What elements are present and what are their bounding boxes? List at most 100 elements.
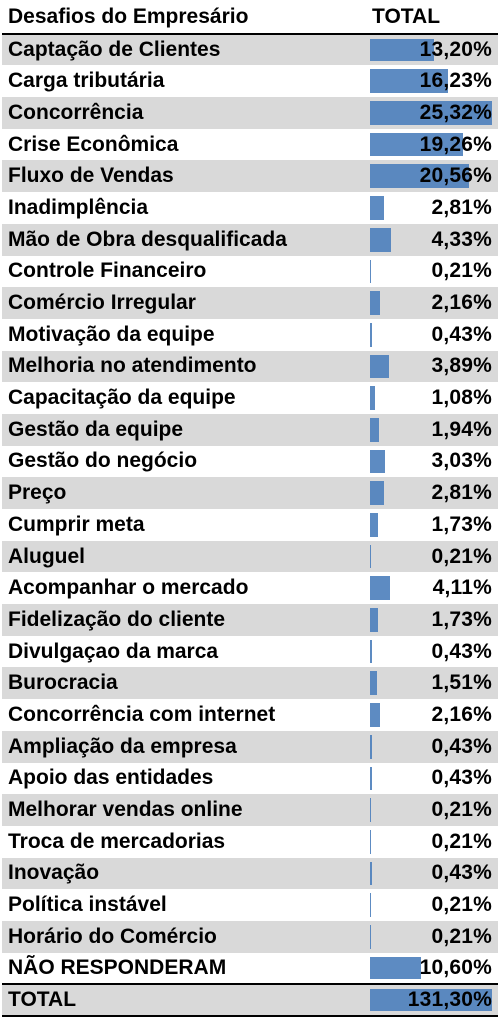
table-row: Aluguel 0,21% — [2, 540, 498, 573]
table-row: Carga tributária 16,23% — [2, 65, 498, 97]
data-bar — [370, 101, 492, 125]
data-bar — [370, 608, 379, 632]
row-label: Horário do Comércio — [2, 920, 368, 953]
row-value-cell: 16,23% — [368, 65, 498, 97]
data-bar — [370, 639, 373, 664]
row-label: Fluxo de Vendas — [2, 160, 368, 193]
row-value: 0,21% — [431, 259, 492, 283]
row-label: Melhorar vendas online — [2, 794, 368, 826]
row-label: Fidelização do cliente — [2, 604, 368, 636]
row-label: Divulgaçao da marca — [8, 639, 219, 663]
row-value-cell: 2,16% — [368, 699, 498, 731]
row-label: Burocracia — [2, 667, 368, 700]
row-value: 3,03% — [431, 449, 492, 473]
row-value: 0,43% — [431, 766, 492, 790]
row-value-cell: 1,73% — [368, 509, 498, 541]
data-bar — [370, 354, 389, 379]
row-value: 1,73% — [431, 512, 492, 536]
data-bar — [370, 671, 378, 696]
data-bar — [370, 132, 463, 157]
row-value: 131,30% — [407, 988, 492, 1012]
row-value-cell: 131,30% — [368, 983, 498, 1017]
row-value-cell: 2,16% — [368, 287, 498, 319]
row-label: Crise Econômica — [8, 132, 179, 156]
row-label: Acompanhar o mercado — [8, 576, 249, 600]
table-row: Concorrência com internet 2,16% — [2, 699, 498, 731]
table-row: Inovação 0,43% — [2, 857, 498, 890]
row-value: 3,89% — [431, 354, 492, 378]
table-row: Divulgaçao da marca 0,43% — [2, 636, 498, 668]
data-bar — [370, 861, 373, 886]
row-value: 4,33% — [431, 227, 492, 251]
data-bar — [370, 259, 371, 284]
row-value-cell: 20,56% — [368, 160, 498, 193]
row-value-cell: 4,33% — [368, 223, 498, 256]
data-bar — [370, 989, 492, 1011]
row-value: 0,43% — [431, 734, 492, 758]
data-bar — [370, 576, 390, 601]
row-value: 0,21% — [431, 829, 492, 853]
row-value-cell: 25,32% — [368, 97, 498, 129]
row-value-cell: 10,60% — [368, 953, 498, 985]
table-row: Burocracia 1,51% — [2, 667, 498, 700]
row-value-cell: 2,81% — [368, 192, 498, 224]
header-total: TOTAL — [368, 2, 498, 35]
row-value: 0,43% — [431, 639, 492, 663]
row-value-cell: 1,51% — [368, 667, 498, 700]
data-bar — [370, 386, 376, 410]
row-value: 4,11% — [432, 576, 492, 600]
row-value: 25,32% — [419, 100, 492, 124]
data-bar — [370, 69, 449, 94]
table-row: Mão de Obra desqualificada 4,33% — [2, 223, 498, 256]
row-label: Política instável — [8, 893, 167, 917]
table-row: Concorrência 25,32% — [2, 97, 498, 129]
row-value-cell: 4,11% — [368, 572, 498, 604]
row-value: 2,81% — [431, 195, 492, 219]
data-bar — [370, 734, 373, 759]
data-bar — [370, 38, 434, 62]
row-value-cell: 0,21% — [368, 540, 498, 573]
data-bar — [370, 766, 373, 791]
table-row: Ampliação da empresa 0,43% — [2, 730, 498, 763]
header-challenges: Desafios do Empresário — [2, 2, 368, 35]
table-row: Acompanhar o mercado 4,11% — [2, 572, 498, 604]
row-value-cell: 0,21% — [368, 889, 498, 921]
table-row: Troca de mercadorias 0,21% — [2, 826, 498, 858]
row-value: 13,20% — [419, 38, 492, 62]
data-bar — [370, 481, 384, 505]
row-label: Gestão da equipe — [2, 413, 368, 446]
table-row: Comércio Irregular 2,16% — [2, 287, 498, 319]
row-label: Mão de Obra desqualificada — [2, 223, 368, 256]
table-row: Gestão do negócio 3,03% — [2, 446, 498, 478]
data-bar — [370, 449, 385, 474]
row-value: 0,21% — [431, 798, 492, 822]
data-bar — [370, 196, 384, 220]
row-label: Cumprir meta — [8, 512, 145, 536]
table-row: Horário do Comércio 0,21% — [2, 920, 498, 953]
data-bar — [370, 703, 381, 727]
row-label: Capacitação da equipe — [8, 386, 236, 410]
table-row: NÃO RESPONDERAM 10,60% — [2, 953, 498, 985]
row-label: Comércio Irregular — [2, 287, 368, 319]
table-row: Crise Econômica 19,26% — [2, 129, 498, 161]
row-value: 2,16% — [431, 702, 492, 726]
row-value-cell: 3,89% — [368, 350, 498, 383]
row-value: 2,16% — [431, 291, 492, 315]
row-value-cell: 1,08% — [368, 382, 498, 414]
row-value-cell: 1,73% — [368, 604, 498, 636]
row-label: Concorrência com internet — [8, 702, 276, 726]
row-value-cell: 1,94% — [368, 413, 498, 446]
row-value-cell: 0,43% — [368, 763, 498, 795]
table-row: Controle Financeiro 0,21% — [2, 256, 498, 288]
data-bar — [370, 513, 379, 537]
table-row: Gestão da equipe 1,94% — [2, 413, 498, 446]
row-value: 1,73% — [431, 607, 492, 631]
row-value-cell: 3,03% — [368, 446, 498, 478]
row-value: 1,51% — [431, 671, 492, 695]
row-value-cell: 0,21% — [368, 920, 498, 953]
row-value: 20,56% — [419, 164, 492, 188]
header-row: Desafios do Empresário TOTAL — [2, 2, 498, 35]
data-bar — [370, 164, 470, 189]
row-label: Captação de Clientes — [2, 33, 368, 66]
